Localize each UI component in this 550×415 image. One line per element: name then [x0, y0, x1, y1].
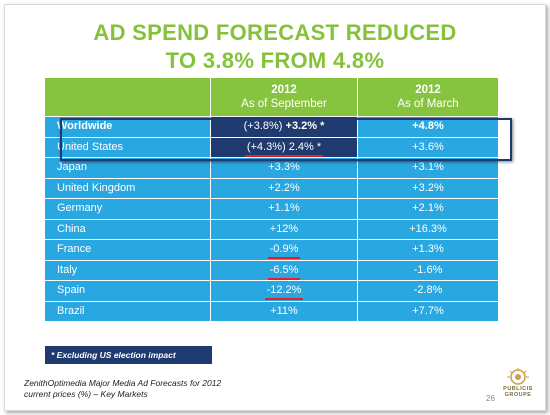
table-row-china: China +12% +16.3%	[45, 218, 498, 239]
source-line-1: ZenithOptimedia Major Media Ad Forecasts…	[24, 378, 222, 388]
cell-september: (+3.8%) +3.2% *	[210, 117, 357, 137]
cell-september-previous: (+4.3%)	[246, 140, 286, 153]
cell-market: Japan	[57, 161, 87, 173]
cell-march: +3.1%	[357, 158, 498, 178]
publicis-logo: PUBLICIS GROUPE	[498, 368, 538, 404]
cell-september-previous: (+3.8%)	[243, 120, 283, 132]
cell-september: -0.9%	[210, 240, 357, 260]
cell-market: Germany	[57, 202, 103, 214]
table-row-united-states: United States (+4.3%) 2.4% * +3.6%	[45, 136, 498, 157]
cell-september-value: -0.9%	[269, 243, 299, 255]
table-row-united-kingdom: United Kingdom +2.2% +3.2%	[45, 177, 498, 198]
cell-march: -2.8%	[357, 281, 498, 301]
cell-march: +16.3%	[357, 219, 498, 239]
cell-september: +1.1%	[210, 199, 357, 219]
cell-march: +2.1%	[357, 199, 498, 219]
cell-march: +1.3%	[357, 240, 498, 260]
table-row-japan: Japan +3.3% +3.1%	[45, 157, 498, 178]
table-row-brazil: Brazil +11% +7.7%	[45, 300, 498, 321]
header-september: 2012 As of September	[210, 78, 357, 116]
slide-title: AD SPEND FORECAST REDUCED TO 3.8% FROM 4…	[5, 19, 545, 75]
table-row-france: France -0.9% +1.3%	[45, 239, 498, 260]
header-september-label: As of September	[241, 98, 327, 110]
cell-market: United Kingdom	[57, 181, 136, 194]
cell-market: China	[57, 222, 86, 235]
red-underline: -6.5%	[267, 261, 301, 280]
forecast-table: 2012 As of September 2012 As of March Wo…	[45, 78, 498, 321]
title-line-2: TO 3.8% FROM 4.8%	[165, 48, 385, 73]
cell-september: -12.2%	[210, 281, 357, 301]
cell-march: -1.6%	[357, 260, 498, 280]
red-underline: -12.2%	[264, 281, 304, 300]
cell-september: +12%	[210, 219, 357, 239]
logo-line-1: PUBLICIS	[503, 386, 533, 392]
cell-september: -6.5%	[210, 260, 357, 280]
cell-september: +3.3%	[210, 158, 357, 178]
cell-market: Brazil	[57, 304, 85, 317]
red-underline: (+4.3%) 2.4% *	[244, 138, 324, 157]
table-row-worldwide: Worldwide (+3.8%) +3.2% * +4.8%	[45, 116, 498, 137]
cell-market: Italy	[57, 263, 78, 276]
cell-september-value: -12.2%	[266, 284, 302, 296]
cell-march: +7.7%	[357, 301, 498, 321]
lion-icon	[507, 368, 529, 386]
cell-september: +11%	[210, 301, 357, 321]
page-number: 26	[486, 394, 495, 403]
header-march: 2012 As of March	[357, 78, 498, 116]
logo-line-2: GROUPE	[504, 392, 532, 398]
cell-market: France	[57, 243, 92, 255]
header-september-year: 2012	[271, 84, 297, 96]
title-line-1: AD SPEND FORECAST REDUCED	[93, 20, 457, 45]
red-underline: -0.9%	[267, 240, 301, 259]
table-row-italy: Italy -6.5% -1.6%	[45, 259, 498, 280]
cell-march: +4.8%	[357, 117, 498, 137]
cell-september-value: 2.4% *	[288, 140, 322, 153]
header-march-year: 2012	[415, 84, 441, 96]
cell-september: +2.2%	[210, 178, 357, 198]
table-header: 2012 As of September 2012 As of March	[45, 78, 498, 116]
cell-market: Worldwide	[57, 120, 113, 132]
source-line-2: current prices (%) – Key Markets	[24, 389, 148, 399]
cell-march: +3.2%	[357, 178, 498, 198]
cell-march: +3.6%	[357, 137, 498, 157]
cell-market: United States	[57, 140, 124, 153]
header-market	[45, 78, 210, 116]
footnote: * Excluding US election impact	[45, 346, 212, 364]
cell-september-value: -6.5%	[269, 263, 299, 276]
source-note: ZenithOptimedia Major Media Ad Forecasts…	[24, 378, 221, 400]
table-row-germany: Germany +1.1% +2.1%	[45, 198, 498, 219]
header-march-label: As of March	[397, 98, 459, 110]
cell-september-value: +3.2% *	[285, 120, 325, 132]
table-row-spain: Spain -12.2% -2.8%	[45, 280, 498, 301]
cell-market: Spain	[57, 284, 86, 296]
cell-september: (+4.3%) 2.4% *	[210, 137, 357, 157]
